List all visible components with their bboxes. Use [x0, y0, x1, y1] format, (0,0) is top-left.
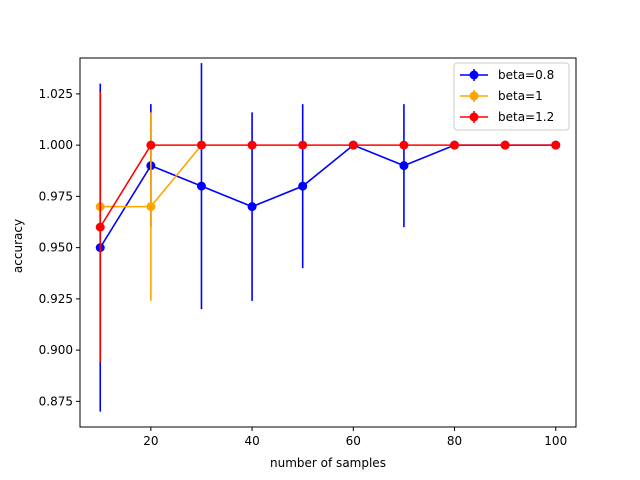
data-point: [247, 140, 257, 150]
x-tick-label: 60: [346, 434, 361, 448]
legend: beta=0.8 beta=1 beta=1.2: [453, 62, 570, 131]
legend-marker: [469, 70, 479, 80]
x-tick-label: 20: [143, 434, 158, 448]
y-tick-label: 0.950: [39, 241, 73, 255]
x-tick-label: 100: [544, 434, 567, 448]
data-point: [348, 140, 358, 150]
y-tick-label: 1.000: [39, 138, 73, 152]
x-tick-label: 80: [447, 434, 462, 448]
data-point: [196, 181, 206, 191]
data-point: [298, 140, 308, 150]
y-tick-label: 0.875: [39, 394, 73, 408]
series-line: [99, 144, 556, 249]
data-point: [298, 181, 308, 191]
data-point: [196, 140, 206, 150]
legend-label: beta=1: [498, 89, 543, 103]
data-point: [399, 140, 409, 150]
data-point: [450, 140, 460, 150]
legend-marker: [469, 112, 479, 122]
data-point: [399, 161, 409, 171]
legend-entry: beta=1.2: [460, 110, 554, 124]
y-tick-label: 1.025: [39, 87, 73, 101]
legend-entry: beta=1: [460, 89, 543, 103]
legend-box: [453, 62, 570, 131]
data-point: [95, 222, 105, 232]
data-point: [146, 202, 156, 212]
data-point: [500, 140, 510, 150]
legend-label: beta=0.8: [498, 68, 554, 82]
series-beta-1-2: [95, 91, 561, 363]
plot-area-frame: [79, 57, 577, 428]
y-tick-label: 0.975: [39, 189, 73, 203]
legend-marker: [469, 91, 479, 101]
data-point: [551, 140, 561, 150]
data-point: [146, 140, 156, 150]
y-tick-label: 0.900: [39, 343, 73, 357]
legend-entry: beta=0.8: [460, 68, 554, 82]
data-point: [247, 202, 257, 212]
legend-label: beta=1.2: [498, 110, 554, 124]
y-axis-label: accuracy: [11, 219, 25, 273]
series-line: [99, 144, 556, 228]
x-axis-label: number of samples: [270, 456, 386, 470]
x-tick-label: 40: [244, 434, 259, 448]
y-tick-label: 0.925: [39, 292, 73, 306]
